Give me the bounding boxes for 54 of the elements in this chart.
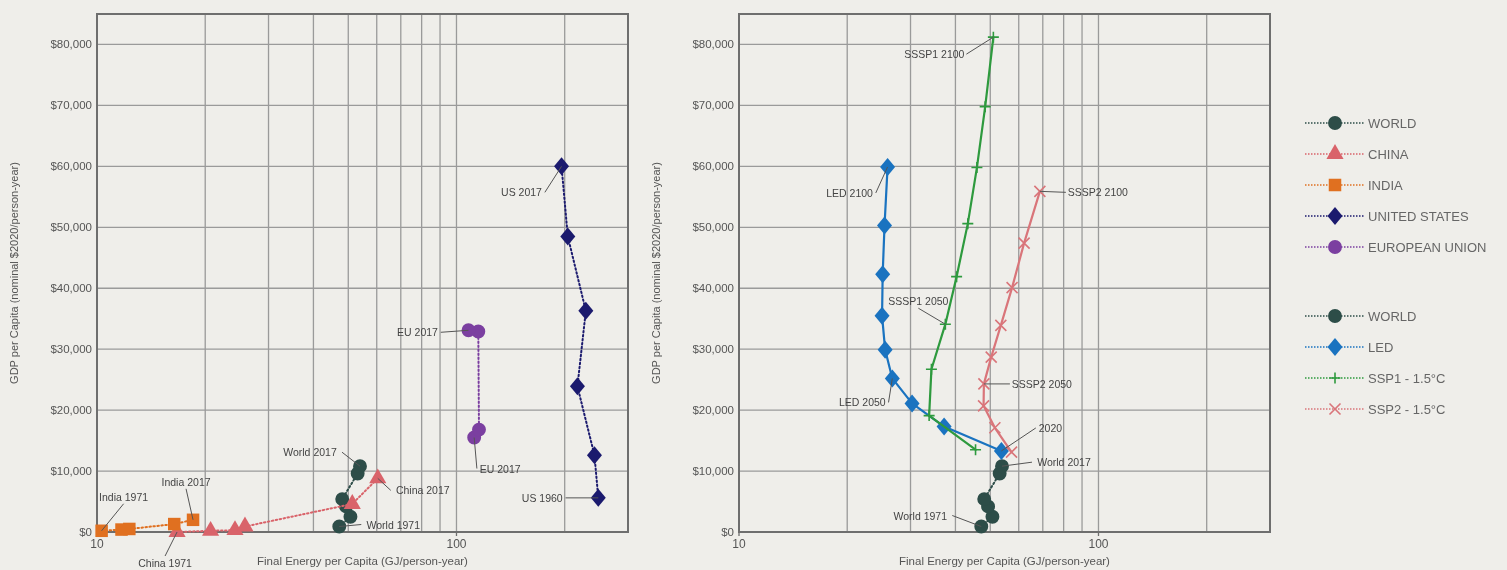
y-tick-label: $0 <box>79 526 92 538</box>
legend-label: CHINA <box>1368 147 1409 162</box>
legend-label: UNITED STATES <box>1368 209 1469 224</box>
y-tick-label: $0 <box>721 526 734 538</box>
y-tick-label: $80,000 <box>692 38 734 51</box>
y-tick-label: $50,000 <box>692 221 734 234</box>
y-tick-label: $30,000 <box>692 343 734 356</box>
x-tick-label: 10 <box>90 537 104 551</box>
x-tick-label: 100 <box>1088 537 1109 551</box>
annotation: SSSP1 2050 <box>888 295 949 308</box>
y-axis-title: GDP per Capita (nominal $2020/person-year) <box>650 162 662 384</box>
annotation: World 2017 <box>283 446 337 459</box>
x-axis-title: Final Energy per Capita (GJ/person-year) <box>899 555 1111 567</box>
annotation: EU 2017 <box>479 462 521 475</box>
legend-label: INDIA <box>1368 178 1403 193</box>
y-tick-label: $80,000 <box>50 38 92 51</box>
y-tick-label: $10,000 <box>50 465 92 478</box>
legend-label: SSP1 - 1.5°C <box>1368 371 1446 386</box>
y-tick-label: $30,000 <box>50 343 92 356</box>
annotation: India 1971 <box>99 490 149 503</box>
legend-label: WORLD <box>1368 309 1417 324</box>
y-tick-label: $40,000 <box>50 282 92 295</box>
annotation: World 1971 <box>366 518 421 531</box>
annotation: SSSP2 2050 <box>1011 377 1073 390</box>
x-axis-title: Final Energy per Capita (GJ/person-year) <box>257 555 469 567</box>
annotation: US 1960 <box>521 491 563 504</box>
annotation: SSSP2 2100 <box>1067 186 1129 199</box>
annotation: EU 2017 <box>397 326 439 339</box>
y-tick-label: $60,000 <box>50 160 92 173</box>
annotation: US 2017 <box>501 186 543 199</box>
annotation: China 1971 <box>138 557 193 569</box>
annotation: China 2017 <box>395 484 450 497</box>
x-tick-label: 100 <box>446 537 467 551</box>
y-axis-title: GDP per Capita (nominal $2020/person-year) <box>8 162 20 384</box>
annotation: 2020 <box>1038 421 1063 434</box>
legend-label: SSP2 - 1.5°C <box>1368 402 1446 417</box>
y-tick-label: $20,000 <box>692 404 734 417</box>
x-tick-label: 10 <box>732 537 746 551</box>
legend-label: EUROPEAN UNION <box>1368 240 1487 255</box>
annotation: LED 2050 <box>838 396 886 409</box>
legend-label: LED <box>1368 340 1394 355</box>
annotation: SSSP1 2100 <box>904 48 965 61</box>
annotation: India 2017 <box>161 475 211 488</box>
y-tick-label: $70,000 <box>50 99 92 112</box>
annotation: World 1971 <box>893 509 948 522</box>
y-tick-label: $60,000 <box>692 160 734 173</box>
legend-label: WORLD <box>1368 116 1417 131</box>
annotation: LED 2100 <box>826 186 874 199</box>
y-tick-label: $20,000 <box>50 404 92 417</box>
y-tick-label: $50,000 <box>50 221 92 234</box>
annotation: World 2017 <box>1037 456 1091 469</box>
y-tick-label: $40,000 <box>692 282 734 295</box>
y-tick-label: $10,000 <box>692 465 734 478</box>
y-tick-label: $70,000 <box>692 99 734 112</box>
